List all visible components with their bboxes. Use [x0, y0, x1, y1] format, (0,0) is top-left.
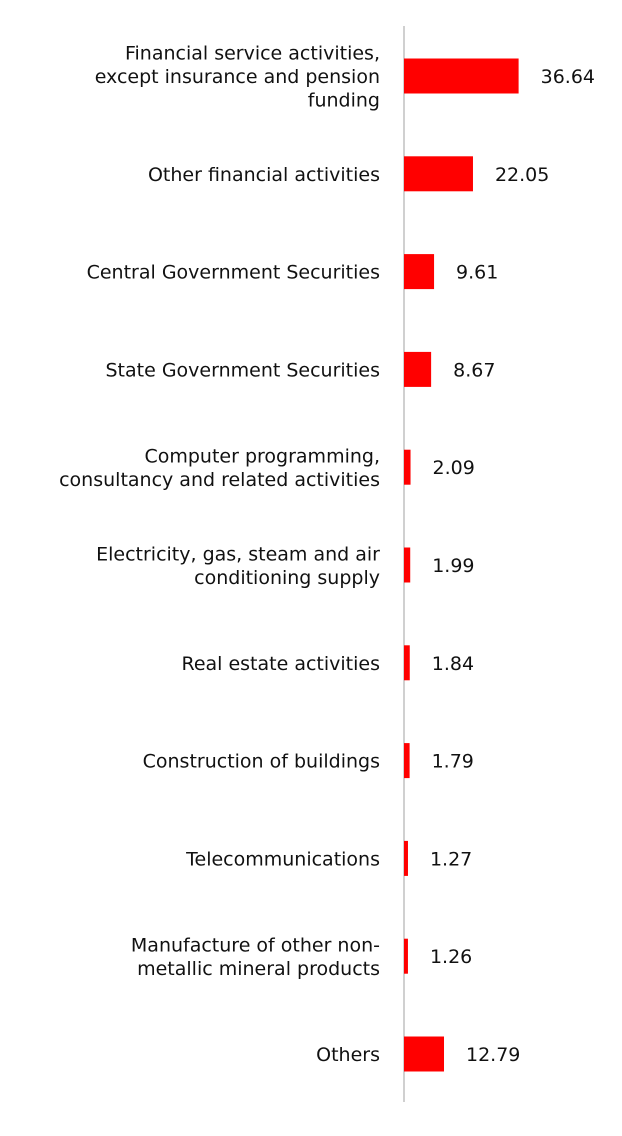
bar	[404, 156, 473, 192]
category-label: Financial service activities, except insu…	[95, 43, 380, 112]
category-label: Computer programming, consultancy and rel…	[59, 445, 380, 491]
value-label: 8.67	[453, 359, 495, 381]
category-label: State Government Securities	[105, 359, 380, 381]
value-labels: 36.64 22.05 9.61 8.67 2.09 1.99 1.84 1.79 1.27 1.…	[430, 66, 595, 1066]
value-label: 9.61	[456, 262, 498, 284]
category-label: Construction of buildings	[143, 751, 380, 773]
value-label: 1.84	[432, 653, 474, 675]
category-label-line: Telecommunications	[185, 848, 380, 870]
bar	[404, 840, 408, 876]
bar	[404, 743, 410, 779]
category-label: Real estate activities	[181, 653, 380, 675]
category-labels: Financial service activities, except insu…	[59, 43, 380, 1067]
category-label-line: except insurance and pension	[95, 66, 380, 88]
value-label: 2.09	[433, 457, 475, 479]
value-label: 12.79	[466, 1044, 520, 1066]
category-label-line: Other financial activities	[148, 164, 380, 186]
category-label: Telecommunications	[185, 848, 380, 870]
value-label: 36.64	[541, 66, 595, 88]
category-label-line: conditioning supply	[194, 567, 380, 589]
value-label: 1.79	[432, 751, 474, 773]
value-label: 22.05	[495, 164, 549, 186]
bars	[404, 58, 519, 1072]
category-label: Others	[316, 1044, 380, 1066]
value-label: 1.99	[432, 555, 474, 577]
bar	[404, 58, 519, 94]
category-label-line: State Government Securities	[105, 359, 380, 381]
bar	[404, 1036, 445, 1072]
category-label-line: Construction of buildings	[143, 751, 380, 773]
bar	[404, 645, 410, 681]
bar	[404, 351, 432, 387]
category-label: Other financial activities	[148, 164, 380, 186]
category-label-line: consultancy and related activities	[59, 469, 380, 491]
category-label-line: Financial service activities,	[125, 43, 380, 65]
category-label: Electricity, gas, steam and air condition…	[96, 543, 380, 589]
value-label: 1.27	[430, 848, 472, 870]
category-label-line: Electricity, gas, steam and air	[96, 543, 380, 565]
category-label-line: Manufacture of other non-	[131, 934, 380, 956]
category-label-line: Central Government Securities	[87, 262, 380, 284]
value-label: 1.26	[430, 946, 472, 968]
bar	[404, 449, 411, 485]
bar	[404, 938, 408, 974]
category-label: Central Government Securities	[87, 262, 380, 284]
bar	[404, 254, 435, 290]
category-label-line: Others	[316, 1044, 380, 1066]
category-label: Manufacture of other non-metallic minera…	[131, 934, 380, 980]
category-label-line: Computer programming,	[144, 445, 380, 467]
bar	[404, 547, 411, 583]
category-label-line: metallic mineral products	[137, 958, 380, 980]
category-label-line: funding	[308, 90, 380, 112]
category-label-line: Real estate activities	[181, 653, 380, 675]
